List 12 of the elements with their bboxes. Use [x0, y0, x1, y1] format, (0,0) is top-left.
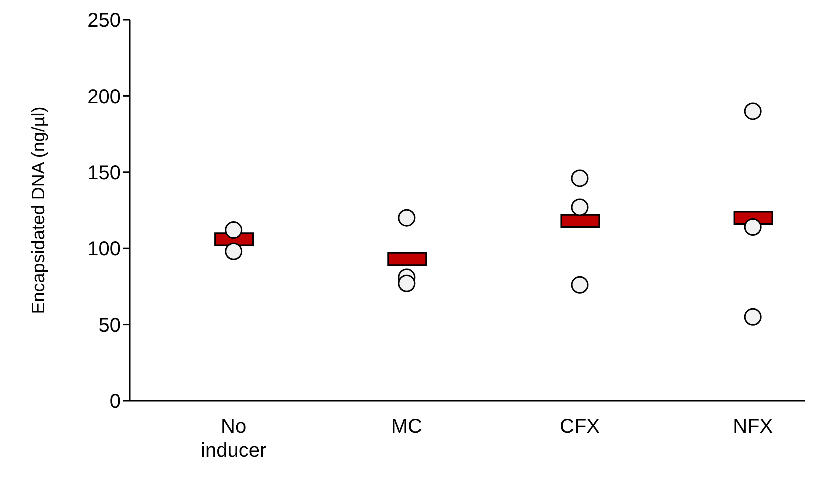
y-tick-label: 250 [88, 10, 121, 32]
y-tick-label: 150 [88, 162, 121, 184]
y-tick-label: 100 [88, 238, 121, 261]
y-axis-title: Encapsidated DNA (ng/µl) [28, 106, 48, 314]
x-tick-label: NFX [733, 416, 774, 438]
y-tick-label: 50 [98, 314, 121, 337]
x-tick-label: No inducer [201, 416, 267, 462]
y-tick-label: 200 [88, 86, 121, 108]
bar [388, 252, 428, 266]
y-tick-label: 0 [110, 391, 121, 414]
x-tick-label: CFX [560, 416, 600, 438]
x-tick-label: MC [391, 416, 422, 438]
